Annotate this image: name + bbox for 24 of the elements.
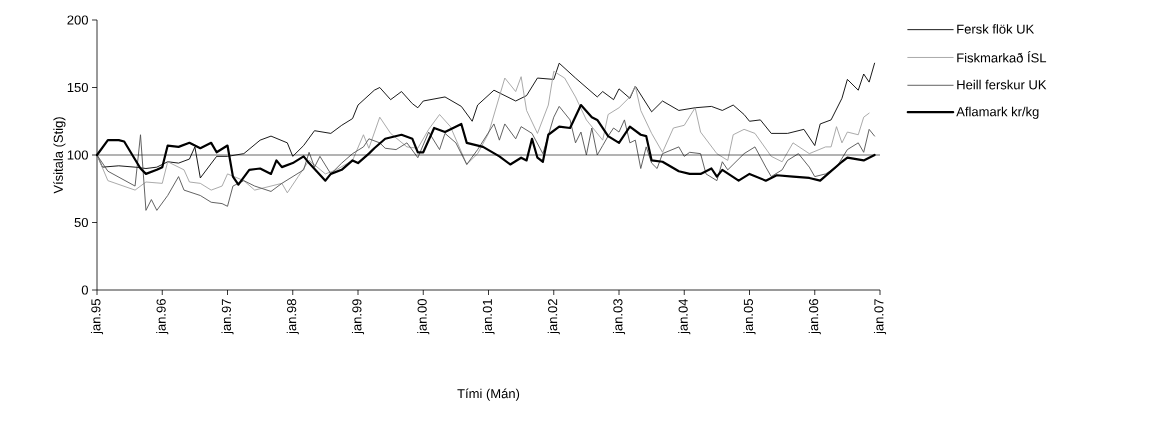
legend-label: Heill ferskur UK	[957, 79, 1047, 90]
legend-label: Fiskmarkað ÍSL	[957, 51, 1047, 63]
x-tick-label: jan.05	[743, 299, 756, 335]
x-tick-label: jan.07	[873, 299, 887, 335]
x-tick-label: jan.01	[482, 299, 495, 335]
x-tick-label: jan.04	[678, 298, 691, 335]
x-tick-label: jan.06	[808, 299, 821, 335]
x-tick-label: jan.03	[612, 299, 626, 335]
x-tick-label: jan.02	[547, 299, 560, 335]
x-tick-label: jan.98	[286, 299, 299, 335]
y-tick-label: 50	[74, 217, 88, 228]
y-tick-label: 150	[67, 82, 88, 93]
x-axis-title: Tími (Mán)	[457, 388, 520, 401]
x-tick-label: jan.95	[90, 299, 104, 335]
x-tick-label: jan.97	[221, 299, 234, 335]
x-tick-label: jan.96	[156, 299, 169, 335]
y-tick-label: 100	[67, 150, 88, 160]
legend-label: Aflamark kr/kg	[956, 106, 1039, 119]
y-tick-label: 0	[81, 285, 88, 295]
y-tick-label: 200	[67, 15, 88, 25]
x-tick-label: jan.99	[351, 299, 365, 335]
y-axis-title: Vísitala (Stig)	[53, 117, 66, 194]
x-tick-label: jan.00	[417, 299, 430, 335]
legend-label: Fersk flök UK	[957, 24, 1035, 34]
